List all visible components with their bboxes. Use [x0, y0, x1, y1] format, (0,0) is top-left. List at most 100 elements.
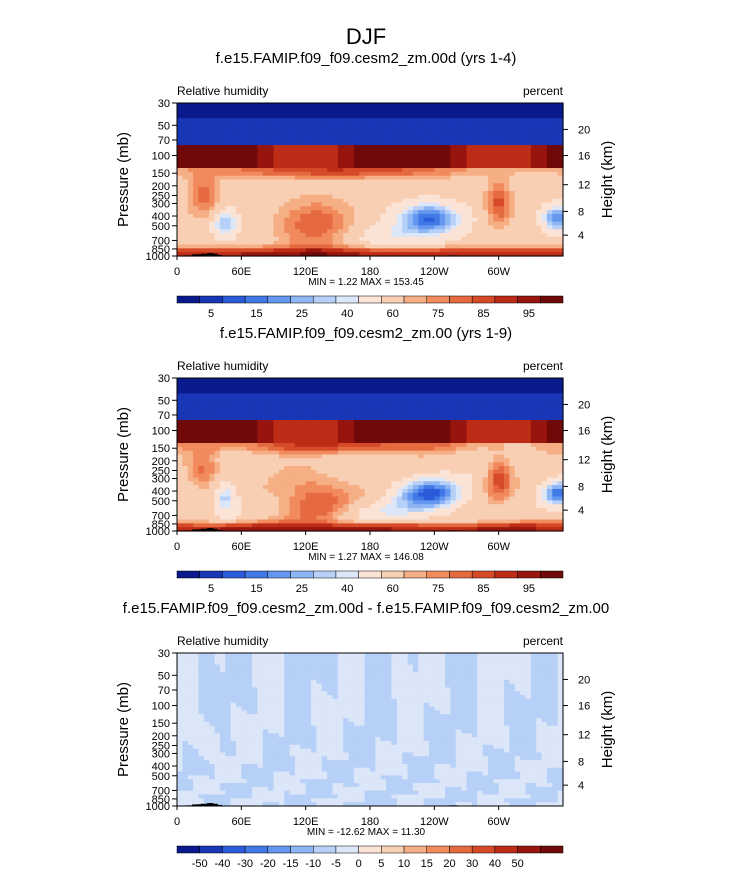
- heatmap-cell: [219, 179, 226, 184]
- heatmap-cell: [235, 206, 242, 211]
- heatmap-cell: [348, 404, 355, 410]
- heatmap-cell: [380, 389, 387, 394]
- heatmap-cell: [509, 477, 516, 482]
- heatmap-cell: [530, 125, 537, 131]
- heatmap-cell: [509, 129, 516, 135]
- heatmap-cell: [198, 481, 205, 486]
- heatmap-cell: [311, 168, 317, 173]
- heatmap-cell: [482, 171, 489, 177]
- heatmap-cell: [434, 198, 441, 204]
- heatmap-cell: [514, 473, 521, 479]
- heatmap-cell: [418, 122, 425, 127]
- heatmap-cell: [396, 168, 403, 173]
- heatmap-cell: [321, 412, 328, 417]
- heatmap-cell: [557, 423, 564, 429]
- heatmap-cell: [428, 481, 435, 486]
- heatmap-cell: [557, 103, 564, 108]
- heatmap-cell: [214, 198, 221, 204]
- colorbar-label: 60: [387, 308, 399, 320]
- heatmap-cell: [332, 252, 339, 257]
- heatmap-cell: [289, 202, 296, 207]
- heatmap-cell: [407, 420, 414, 425]
- heatmap-cell: [407, 114, 414, 119]
- heatmap-cell: [477, 160, 484, 165]
- heatmap-cell: [214, 183, 221, 188]
- heatmap-cell: [321, 133, 328, 139]
- heatmap-cell: [343, 420, 350, 425]
- heatmap-cell: [268, 148, 275, 154]
- heatmap-cell: [407, 412, 414, 417]
- heatmap-cell: [353, 198, 360, 204]
- heatmap-cell: [477, 477, 484, 482]
- heatmap-cell: [327, 427, 334, 433]
- heatmap-cell: [407, 435, 414, 440]
- heatmap-cell: [305, 171, 312, 177]
- heatmap-cell: [327, 248, 334, 253]
- heatmap-cell: [541, 378, 548, 383]
- heatmap-cell: [557, 389, 564, 394]
- heatmap-cell: [375, 137, 382, 142]
- heatmap-cell: [359, 175, 366, 181]
- heatmap-cell: [187, 217, 194, 223]
- heatmap-cell: [380, 481, 387, 486]
- heatmap-cell: [525, 240, 532, 246]
- heatmap-cell: [246, 213, 253, 219]
- heatmap-cell: [225, 389, 232, 394]
- heatmap-cell: [375, 252, 382, 257]
- heatmap-cell: [455, 114, 462, 119]
- heatmap-cell: [241, 103, 248, 108]
- heatmap-cell: [337, 420, 344, 425]
- heatmap-cell: [187, 233, 194, 238]
- heatmap-cell: [294, 141, 301, 146]
- heatmap-cell: [252, 225, 259, 230]
- heatmap-cell: [402, 385, 409, 391]
- heatmap-cell: [466, 381, 473, 387]
- heatmap-cell: [177, 439, 183, 444]
- heatmap-cell: [386, 225, 393, 230]
- heatmap-cell: [407, 431, 414, 436]
- heatmap-cell: [552, 408, 559, 414]
- heatmap-cell: [225, 378, 232, 383]
- heatmap-cell: [370, 393, 376, 398]
- heatmap-cell: [380, 148, 387, 154]
- heatmap-cell: [402, 187, 409, 192]
- heatmap-cell: [407, 141, 414, 146]
- heatmap-cell: [359, 152, 366, 158]
- heatmap-cell: [321, 187, 328, 192]
- heatmap-cell: [225, 152, 232, 158]
- heatmap-cell: [402, 194, 409, 200]
- heatmap-cell: [278, 423, 285, 429]
- heatmap-cell: [493, 454, 500, 459]
- heatmap-cell: [289, 389, 296, 394]
- heatmap-cell: [391, 168, 398, 173]
- heatmap-cell: [434, 252, 441, 257]
- heatmap-cell: [552, 397, 559, 402]
- heatmap-cell: [278, 465, 285, 471]
- heatmap-cell: [300, 152, 307, 158]
- heatmap-cell: [402, 103, 409, 108]
- heatmap-cell: [520, 252, 527, 257]
- heatmap-cell: [300, 225, 307, 230]
- heatmap-cell: [273, 439, 280, 444]
- heatmap-cell: [268, 118, 275, 123]
- heatmap-cell: [536, 446, 543, 452]
- heatmap-cell: [391, 439, 398, 444]
- heatmap-cell: [219, 412, 226, 417]
- heatmap-cell: [466, 431, 473, 436]
- heatmap-cell: [504, 252, 510, 257]
- heatmap-cell: [418, 221, 425, 226]
- heatmap-cell: [353, 408, 360, 414]
- heatmap-cell: [487, 458, 494, 463]
- heatmap-cell: [348, 412, 355, 417]
- heatmap-cell: [305, 423, 312, 429]
- heatmap-cell: [332, 236, 339, 242]
- heatmap-cell: [375, 175, 382, 181]
- heatmap-cell: [241, 420, 248, 425]
- heatmap-cell: [407, 473, 414, 479]
- heatmap-cell: [520, 454, 527, 459]
- heatmap-cell: [445, 106, 452, 112]
- heatmap-cell: [203, 137, 210, 142]
- heatmap-cell: [514, 114, 521, 119]
- heatmap-cell: [552, 118, 559, 123]
- heatmap-cell: [327, 469, 334, 475]
